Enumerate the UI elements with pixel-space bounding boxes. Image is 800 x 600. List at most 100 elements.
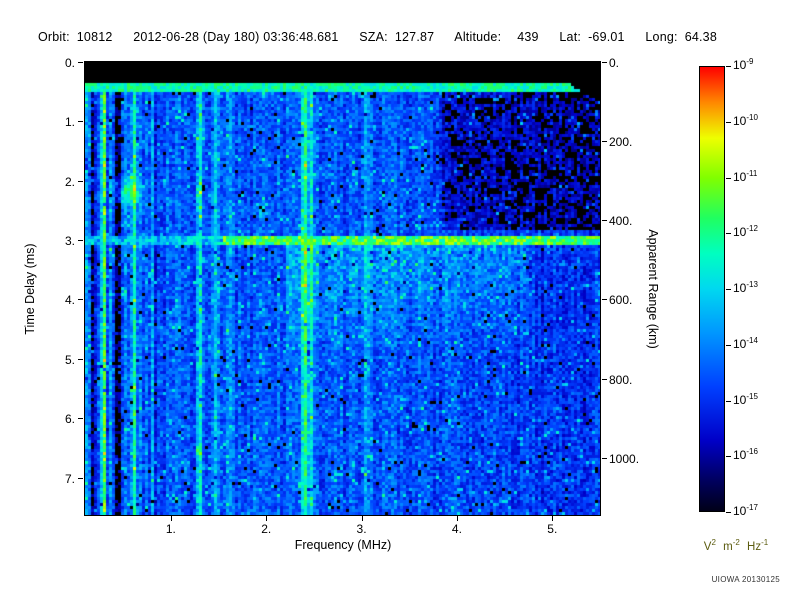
y-right-tick-label: 1000.: [609, 451, 640, 466]
x-tick-mark: [361, 516, 363, 521]
y-left-tick-mark: [78, 180, 83, 182]
colorbar-tick-base: 10: [733, 58, 747, 72]
y-left-tick-mark: [78, 62, 83, 63]
colorbar-tick-label: 10-17: [733, 503, 758, 519]
x-tick-label: 3.: [356, 522, 367, 536]
colorbar-tick-exp: -13: [746, 280, 758, 289]
colorbar-tick-exp: -15: [746, 391, 758, 401]
colorbar-tick-label: 10-9: [733, 57, 754, 73]
x-tick-mark: [170, 516, 172, 521]
colorbar-tick-label: 10-14: [733, 335, 758, 351]
colorbar-tick-base: 10: [733, 448, 747, 463]
y-left-tick-label: 0.: [64, 56, 75, 70]
y-right-tick-mark: [602, 62, 607, 63]
x-tick-label: 1.: [165, 522, 176, 536]
y-axis-title-apparent-range: Apparent Range (km): [646, 229, 660, 349]
long-label: Long:: [645, 30, 678, 44]
colorbar-tick-mark: [726, 400, 731, 402]
x-tick-mark: [266, 516, 268, 521]
unit-meters: m-2: [723, 538, 740, 553]
y-right-tick-mark: [602, 378, 607, 380]
y-left-tick-mark: [78, 358, 83, 360]
colorbar-tick-base: 10: [733, 113, 747, 128]
y-left-tick-label: 2.: [64, 174, 75, 189]
colorbar-tick-exp: -10: [746, 112, 758, 122]
y-right-tick-mark: [602, 141, 607, 143]
colorbar-tick-mark: [726, 456, 731, 458]
colorbar-gradient: [699, 66, 725, 512]
y-right-tick-label: 400.: [609, 214, 633, 229]
datetime-field: 2012-06-28 (Day 180) 03:36:48.681: [133, 30, 339, 44]
unit-hertz: Hz-1: [747, 538, 769, 553]
y-left-tick-mark: [78, 240, 83, 242]
x-tick-label: 5.: [547, 522, 558, 536]
colorbar-tick-base: 10: [733, 225, 747, 240]
sza-field: SZA: 127.87: [359, 30, 434, 44]
y-right-tick-label: 600.: [609, 293, 633, 308]
colorbar-tick-label: 10-10: [733, 112, 758, 128]
colorbar-tick-mark: [726, 121, 731, 123]
y-left-tick-mark: [78, 299, 83, 301]
x-tick-mark: [456, 516, 458, 521]
x-tick-mark: [552, 516, 554, 521]
colorbar-tick-mark: [726, 344, 731, 346]
colorbar-tick-exp: -17: [746, 503, 758, 512]
altitude-value: 439: [517, 30, 539, 44]
lat-field: Lat: -69.01: [559, 30, 624, 44]
header-metadata: Orbit: 10812 2012-06-28 (Day 180) 03:36:4…: [38, 30, 734, 44]
colorbar-tick-label: 10-16: [733, 447, 758, 463]
y-left-tick-label: 6.: [64, 412, 75, 427]
y-right-tick-label: 800.: [609, 372, 633, 387]
colorbar-tick-base: 10: [733, 169, 747, 184]
colorbar-tick-label: 10-11: [733, 168, 758, 184]
altitude-field: Altitude: 439: [454, 30, 538, 44]
y-right-tick-mark: [602, 299, 607, 301]
colorbar-tick-base: 10: [733, 281, 747, 295]
colorbar-tick-base: 10: [733, 392, 747, 407]
y-left-tick-mark: [78, 418, 83, 420]
long-value: 64.38: [684, 30, 717, 44]
spectrogram-heatmap: [85, 62, 600, 515]
colorbar-tick-base: 10: [733, 336, 747, 351]
colorbar-tick-label: 10-15: [733, 391, 758, 407]
y-left-tick-label: 7.: [64, 471, 75, 486]
colorbar-tick-mark: [726, 289, 731, 290]
unit-volts: V2: [703, 538, 716, 553]
spectrogram-plot-frame: [84, 61, 601, 516]
lat-label: Lat:: [559, 30, 582, 44]
y-right-tick-label: 0.: [609, 56, 620, 70]
colorbar-tick-exp: -16: [746, 447, 758, 457]
colorbar-tick-mark: [726, 233, 731, 235]
long-field: Long: 64.38: [645, 30, 717, 44]
credit-text: UIOWA 20130125: [711, 575, 780, 584]
orbit-label: Orbit:: [38, 30, 70, 44]
colorbar-tick-exp: -11: [746, 168, 758, 178]
sza-label: SZA:: [359, 30, 388, 44]
y-left-tick-label: 1.: [64, 115, 75, 130]
y-right-tick-label: 200.: [609, 135, 633, 150]
y-right-tick-mark: [602, 457, 607, 459]
colorbar-tick-exp: -14: [746, 335, 758, 345]
lat-value: -69.01: [588, 30, 625, 44]
colorbar-tick-label: 10-12: [733, 224, 758, 240]
y-left-tick-label: 3.: [64, 234, 75, 249]
sza-value: 127.87: [394, 30, 435, 44]
y-left-tick-label: 4.: [64, 293, 75, 308]
orbit-field: Orbit: 10812: [38, 30, 113, 44]
colorbar-tick-exp: -12: [746, 224, 758, 234]
colorbar-unit-label: V2 m-2 Hz-1: [703, 538, 769, 553]
orbit-value: 10812: [76, 30, 113, 44]
colorbar-tick-mark: [726, 66, 731, 67]
colorbar-tick-mark: [726, 512, 731, 513]
colorbar-tick-exp: -9: [746, 57, 754, 66]
y-axis-title-time-delay: Time Delay (ms): [23, 243, 37, 335]
colorbar-tick-base: 10: [733, 504, 747, 518]
y-left-tick-mark: [78, 477, 83, 479]
y-right-tick-mark: [602, 220, 607, 222]
altitude-label: Altitude:: [454, 30, 502, 44]
y-left-tick-label: 5.: [64, 352, 75, 367]
x-tick-label: 2.: [261, 522, 272, 536]
x-tick-label: 4.: [451, 522, 462, 536]
x-axis-title-frequency: Frequency (MHz): [294, 538, 392, 552]
